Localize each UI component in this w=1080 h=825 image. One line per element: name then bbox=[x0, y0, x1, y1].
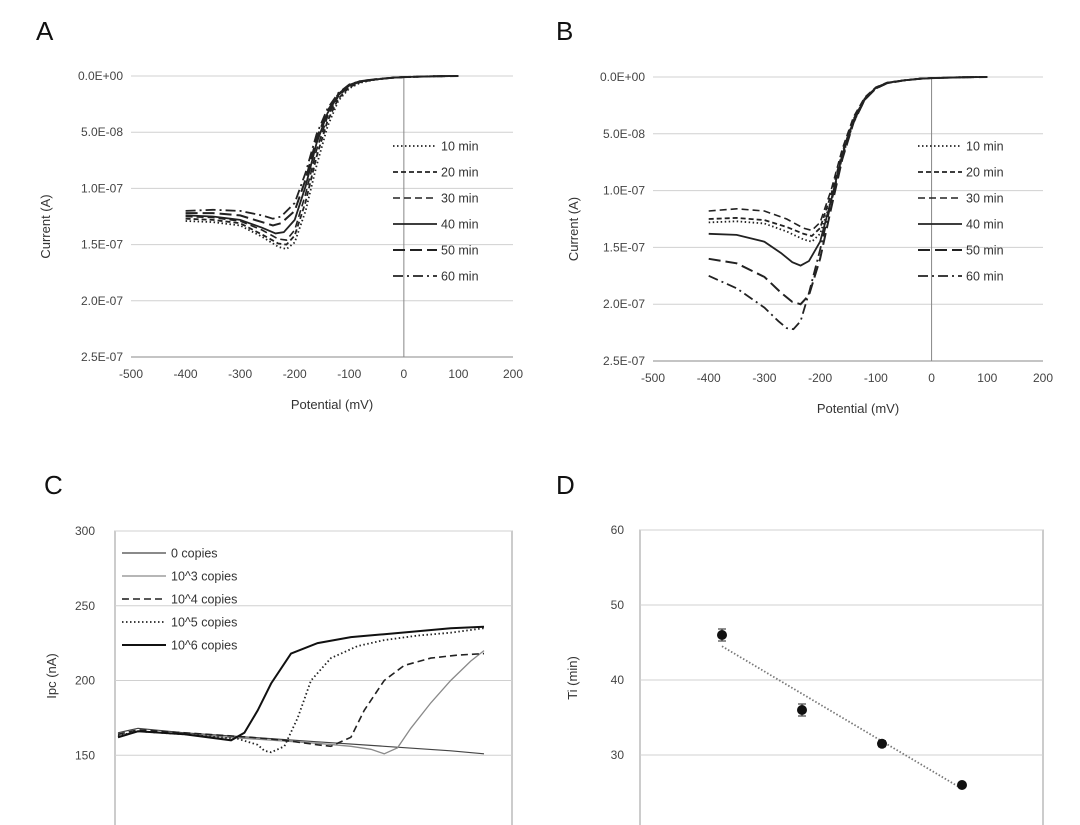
data-point bbox=[717, 630, 727, 640]
x-tick-label: -300 bbox=[752, 371, 776, 385]
legend-label: 20 min bbox=[966, 166, 1004, 180]
plot-frame bbox=[639, 529, 1044, 825]
panel-letter-c: C bbox=[44, 470, 63, 500]
legend-label: 20 min bbox=[441, 166, 479, 180]
legend-label: 30 min bbox=[966, 192, 1004, 206]
series-line-20-min bbox=[185, 75, 459, 246]
chart-a: 0.0E+00 5.0E-08 1.0E-07 1.5E-07 2.0E-07 2.5E-… bbox=[38, 69, 523, 412]
series-line-30-min bbox=[708, 76, 988, 232]
y-tick-label: 0.0E+00 bbox=[78, 69, 123, 83]
x-tick-label: -200 bbox=[808, 371, 832, 385]
y-tick-label: 100 bbox=[75, 823, 95, 825]
y-tick-label: 2.0E-07 bbox=[603, 297, 645, 311]
legend-label: 40 min bbox=[966, 218, 1004, 232]
x-tick-label: -500 bbox=[641, 371, 665, 385]
x-tick-label: -100 bbox=[864, 371, 888, 385]
y-tick-label: 1.5E-07 bbox=[81, 238, 123, 252]
y-tick-label: 20 bbox=[611, 823, 625, 825]
legend-label: 10^4 copies bbox=[171, 593, 237, 607]
y-tick-label: 2.0E-07 bbox=[81, 294, 123, 308]
y-tick-label: 5.0E-08 bbox=[603, 127, 645, 141]
legend-label: 60 min bbox=[441, 270, 479, 284]
y-tick-label: 300 bbox=[75, 524, 95, 538]
legend-label: 10 min bbox=[966, 140, 1004, 154]
y-tick-label: 50 bbox=[611, 598, 625, 612]
panel-letter-d: D bbox=[556, 470, 575, 500]
x-tick-label: -100 bbox=[337, 367, 361, 381]
x-tick-label: -500 bbox=[119, 367, 143, 381]
legend-label: 10^6 copies bbox=[171, 639, 237, 653]
y-tick-label: 1.5E-07 bbox=[603, 240, 645, 254]
y-tick-label: 0.0E+00 bbox=[600, 70, 645, 84]
legend-label: 40 min bbox=[441, 218, 479, 232]
y-tick-label: 40 bbox=[611, 673, 625, 687]
y-axis-label: Ipc (nA) bbox=[44, 653, 59, 699]
trendline bbox=[721, 645, 963, 790]
chart-c: 100 150 200 250 300 Ipc (nA) 0 copies 10^3 copi… bbox=[44, 524, 513, 825]
series-line-10-min bbox=[708, 76, 988, 243]
series-line-60-min bbox=[708, 76, 988, 331]
y-tick-label: 2.5E-07 bbox=[603, 354, 645, 368]
y-tick-label: 5.0E-08 bbox=[81, 125, 123, 139]
series-line-30-min bbox=[185, 75, 459, 241]
y-tick-label: 1.0E-07 bbox=[81, 181, 123, 195]
x-axis-label: Potential (mV) bbox=[817, 401, 899, 416]
legend-label: 50 min bbox=[966, 244, 1004, 258]
series-line-60-min bbox=[185, 75, 459, 220]
series-line-20-min bbox=[708, 76, 988, 237]
x-tick-label: -400 bbox=[174, 367, 198, 381]
y-tick-label: 60 bbox=[611, 523, 625, 537]
legend-label: 50 min bbox=[441, 244, 479, 258]
x-axis-label: Potential (mV) bbox=[291, 397, 373, 412]
y-axis-label: Ti (min) bbox=[565, 656, 580, 700]
data-point bbox=[797, 705, 807, 715]
chart-d: 20 30 40 50 60 Ti (min) bbox=[565, 523, 1044, 825]
x-tick-label: -300 bbox=[228, 367, 252, 381]
x-tick-label: 200 bbox=[503, 367, 523, 381]
x-tick-label: 0 bbox=[401, 367, 408, 381]
y-tick-label: 150 bbox=[75, 748, 95, 762]
legend-label: 60 min bbox=[966, 270, 1004, 284]
y-axis-label: Current (A) bbox=[38, 194, 53, 258]
legend-label: 0 copies bbox=[171, 547, 218, 561]
y-tick-label: 250 bbox=[75, 599, 95, 613]
x-tick-label: 100 bbox=[448, 367, 468, 381]
x-tick-label: -200 bbox=[283, 367, 307, 381]
legend-label: 30 min bbox=[441, 192, 479, 206]
y-tick-label: 2.5E-07 bbox=[81, 350, 123, 364]
series-line-10-6-copies bbox=[117, 625, 485, 742]
y-tick-label: 200 bbox=[75, 674, 95, 688]
panel-letter-a: A bbox=[36, 16, 54, 46]
legend-label: 10^3 copies bbox=[171, 570, 237, 584]
y-tick-label: 1.0E-07 bbox=[603, 184, 645, 198]
data-point bbox=[957, 780, 967, 790]
chart-b: 0.0E+00 5.0E-08 1.0E-07 1.5E-07 2.0E-07 2.5E-… bbox=[566, 70, 1053, 416]
x-tick-label: -400 bbox=[697, 371, 721, 385]
x-tick-label: 100 bbox=[977, 371, 997, 385]
x-tick-label: 200 bbox=[1033, 371, 1053, 385]
y-tick-label: 30 bbox=[611, 748, 625, 762]
legend-label: 10 min bbox=[441, 140, 479, 154]
y-axis-label: Current (A) bbox=[566, 197, 581, 261]
data-point bbox=[877, 738, 887, 749]
panel-letter-b: B bbox=[556, 16, 573, 46]
series-line-10-4-copies bbox=[117, 652, 485, 748]
series-line-50-min bbox=[185, 75, 459, 227]
series-line-10-3-copies bbox=[117, 650, 485, 755]
legend-label: 10^5 copies bbox=[171, 616, 237, 630]
x-tick-label: 0 bbox=[928, 371, 935, 385]
